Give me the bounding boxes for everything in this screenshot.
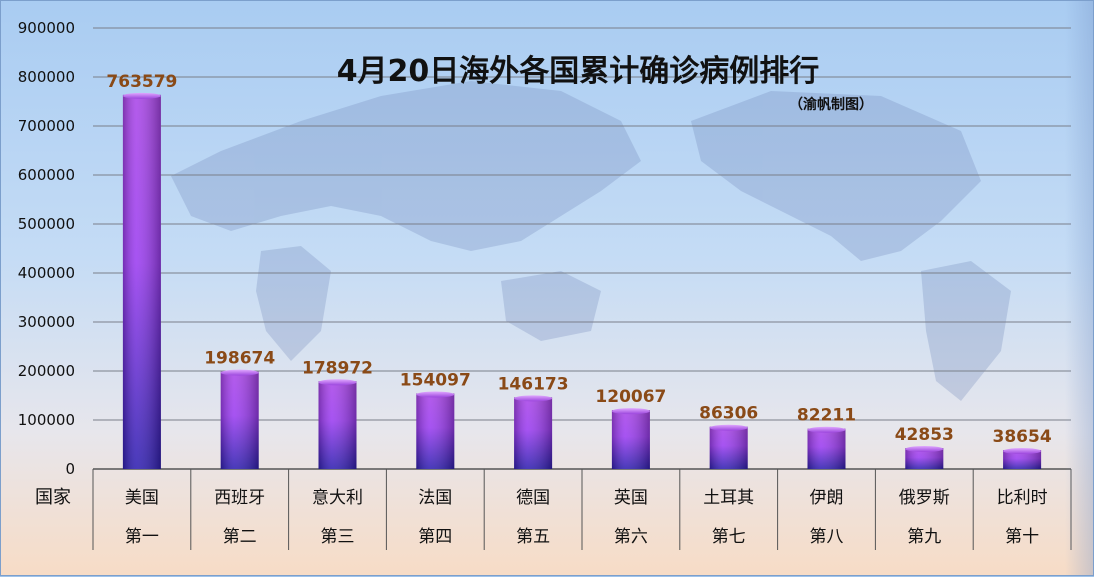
y-tick-label: 700000 (18, 117, 75, 135)
category-label: 意大利 (312, 488, 363, 508)
bar-group (514, 395, 553, 469)
rank-label: 第四 (418, 527, 452, 547)
bar-group (709, 424, 748, 469)
bar-shading (122, 94, 161, 470)
x-axis-label: 国家 (35, 487, 71, 508)
y-tick-label: 200000 (18, 362, 75, 380)
value-label: 38654 (993, 427, 1052, 447)
bar-shading (220, 371, 259, 469)
bars (122, 92, 1042, 470)
bar-shading (318, 381, 357, 469)
value-labels: 763579 198674 178972 154097 146173 120067 8630… (106, 72, 1051, 447)
value-label: 42853 (895, 425, 954, 445)
bar-group (1003, 448, 1042, 469)
category-label: 美国 (125, 488, 159, 508)
bar-group (416, 391, 455, 469)
y-axis-ticks: 0 100000 200000 300000 400000 500000 600000 700… (18, 19, 75, 478)
bar-cap (122, 92, 161, 99)
rank-label: 第三 (321, 527, 355, 547)
value-label: 154097 (400, 370, 471, 390)
rank-label: 第七 (712, 527, 746, 547)
bar-shading (807, 428, 846, 469)
value-label: 82211 (797, 406, 856, 426)
bar-cap (807, 426, 846, 433)
category-label: 德国 (516, 488, 550, 508)
bar-cap (611, 408, 650, 415)
value-label: 198674 (204, 349, 275, 369)
category-label: 俄罗斯 (899, 488, 950, 508)
bar-group (905, 446, 944, 469)
bar-shading (611, 410, 650, 469)
y-tick-label: 500000 (18, 215, 75, 233)
bar-group (220, 369, 259, 469)
rank-label: 第六 (614, 527, 648, 547)
y-tick-label: 600000 (18, 166, 75, 184)
category-label: 土耳其 (703, 488, 754, 508)
bar-cap (416, 391, 455, 398)
world-map-backdrop (171, 81, 1011, 401)
y-tick-label: 400000 (18, 264, 75, 282)
y-tick-label: 0 (65, 460, 75, 478)
y-tick-label: 300000 (18, 313, 75, 331)
value-label: 86306 (699, 404, 758, 424)
bar-shading (905, 448, 944, 469)
bar-group (807, 426, 846, 469)
category-label: 法国 (418, 488, 452, 508)
bar-shading (1003, 450, 1042, 469)
rank-label: 第五 (516, 527, 550, 547)
category-label: 比利时 (997, 488, 1048, 508)
y-tick-label: 100000 (18, 411, 75, 429)
value-label: 763579 (106, 72, 177, 92)
y-tick-label: 800000 (18, 68, 75, 86)
rank-label: 第十 (1005, 527, 1039, 547)
value-label: 178972 (302, 358, 373, 378)
chart-subtitle: （渝帆制图） (789, 96, 873, 113)
bar-shading (416, 393, 455, 469)
bar-cap (318, 379, 357, 386)
bar-cap (514, 395, 553, 402)
bar-group (611, 408, 650, 469)
rank-label: 第二 (223, 527, 257, 547)
category-label: 伊朗 (810, 488, 844, 508)
bar-shading (709, 426, 748, 469)
y-tick-label: 900000 (18, 19, 75, 37)
rank-label: 第九 (907, 527, 941, 547)
rank-label: 第一 (125, 527, 159, 547)
bar-group (318, 379, 357, 469)
bar-group (122, 92, 161, 470)
bar-cap (709, 424, 748, 431)
rank-label: 第八 (810, 527, 844, 547)
bar-shading (514, 397, 553, 469)
bar-cap (220, 369, 259, 376)
category-label: 西班牙 (214, 488, 265, 508)
bar-cap (905, 446, 944, 453)
category-label: 英国 (614, 488, 648, 508)
bar-cap (1003, 448, 1042, 455)
value-label: 146173 (498, 374, 569, 394)
chart-title: 4月20日海外各国累计确诊病例排行 (337, 54, 820, 89)
value-label: 120067 (595, 387, 666, 407)
